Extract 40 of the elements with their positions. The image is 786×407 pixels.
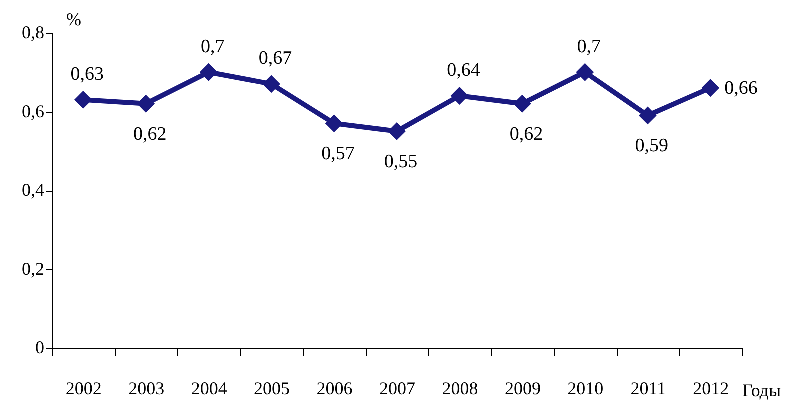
y-tick-label: 0,4 — [22, 180, 44, 200]
point — [325, 114, 344, 133]
data-label: 0,7 — [200, 36, 225, 58]
x-tick-label: 2002 — [66, 378, 102, 398]
y-tick-label: 0 — [36, 338, 44, 358]
x-tick-label: 2004 — [191, 378, 228, 398]
point — [262, 75, 280, 94]
x-tick-label: 2009 — [504, 378, 541, 398]
x-tick-label: 2003 — [128, 378, 165, 398]
point — [576, 63, 594, 82]
y-tick-label: 0,8 — [22, 22, 44, 42]
data-label: 0,62 — [133, 124, 167, 145]
x-tick-label: 2011 — [630, 378, 666, 398]
x-tick-label: 2008 — [442, 378, 478, 398]
x-tick-label: 2010 — [568, 378, 604, 398]
data-label: 0,64 — [447, 60, 481, 81]
data-label: 0,55 — [384, 151, 418, 172]
x-tick-label: 2012 — [693, 378, 730, 398]
point — [74, 90, 92, 109]
y-tick-label: 0,2 — [22, 258, 44, 279]
point — [702, 79, 720, 98]
data-label: 0,63 — [70, 64, 104, 85]
x-tick-label: 2006 — [316, 378, 353, 398]
x-tick-label: 2005 — [254, 378, 290, 398]
data-label: 0,62 — [510, 124, 544, 145]
data-label: 0,7 — [577, 36, 602, 58]
point — [388, 122, 406, 140]
y-axis-title: % — [66, 10, 82, 30]
data-label: 0,66 — [724, 78, 758, 100]
point — [450, 87, 469, 105]
data-label: 0,57 — [322, 144, 355, 165]
point — [514, 94, 532, 113]
point — [200, 63, 218, 82]
point — [638, 106, 657, 125]
data-label: 0,59 — [635, 136, 669, 157]
data-label: 0,67 — [258, 48, 292, 70]
point — [137, 94, 156, 113]
x-axis-title: Годы — [742, 380, 782, 400]
y-tick-label: 0,6 — [22, 101, 44, 122]
x-tick-label: 2007 — [380, 378, 416, 398]
